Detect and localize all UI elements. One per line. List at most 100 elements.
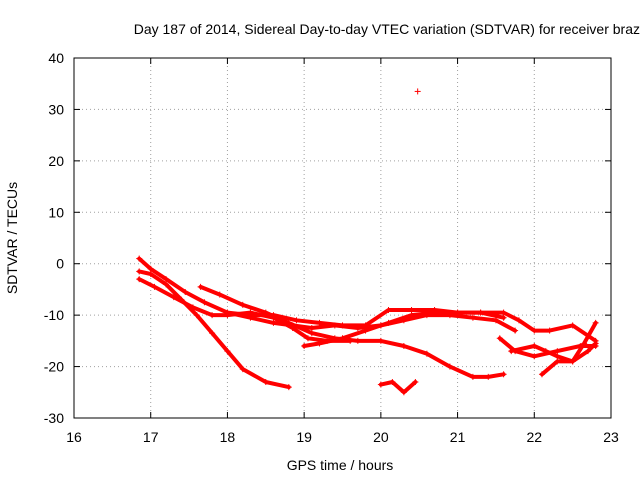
data-point [554, 358, 561, 365]
data-point [385, 307, 392, 313]
data-point [163, 281, 170, 288]
data-point [316, 319, 323, 326]
data-point [542, 348, 549, 355]
x-tick-label: 17 [143, 429, 159, 445]
data-point [247, 312, 254, 319]
x-tick-label: 19 [296, 429, 312, 445]
data-point [400, 343, 407, 349]
series-outlier [414, 88, 421, 95]
data-point [423, 350, 430, 357]
x-tick-label: 18 [220, 429, 236, 445]
data-point [224, 348, 231, 355]
data-point [301, 343, 308, 349]
data-point [531, 343, 538, 349]
y-tick-label: -20 [44, 359, 64, 375]
data-point [408, 307, 415, 313]
axes: 16 17 18 19 20 21 22 23 -30 -20 -10 0 10 20 30 40 [44, 50, 619, 445]
data-point [469, 314, 476, 321]
data-point [201, 299, 208, 306]
x-tick-label: 21 [450, 429, 466, 445]
data-series [136, 88, 599, 396]
series-line [378, 380, 418, 395]
data-point [500, 309, 507, 316]
y-tick-label: 0 [56, 256, 64, 272]
data-point [500, 314, 507, 321]
data-point [446, 363, 453, 370]
data-point [538, 371, 545, 378]
series-track-9 [508, 340, 599, 365]
y-tick-label: -30 [44, 410, 64, 426]
data-point [531, 327, 538, 334]
data-point [554, 348, 561, 355]
data-point [454, 309, 461, 316]
data-point [354, 337, 361, 344]
data-point [293, 317, 300, 324]
data-point [239, 366, 246, 373]
data-point [592, 340, 599, 347]
data-point [262, 379, 269, 385]
series-track-4 [197, 283, 507, 380]
series-line [137, 256, 518, 333]
data-point [431, 309, 438, 316]
data-point [285, 384, 292, 391]
series-track-2 [136, 268, 292, 391]
y-axis-label: SDTVAR / TECUs [4, 182, 20, 294]
data-point [496, 335, 503, 342]
data-point [512, 327, 519, 334]
data-point [147, 265, 154, 272]
data-point [581, 340, 588, 347]
data-point [412, 379, 419, 385]
y-tick-label: 30 [48, 101, 64, 117]
data-point [197, 283, 204, 290]
data-point [193, 312, 200, 319]
data-point [136, 255, 143, 262]
data-point [285, 319, 292, 326]
data-point [569, 322, 576, 329]
data-point [515, 317, 522, 324]
data-point [492, 317, 499, 324]
x-axis-label: GPS time / hours [287, 457, 394, 473]
series-line [198, 284, 506, 379]
data-point [385, 319, 392, 326]
series-track-7 [377, 379, 419, 396]
data-point [400, 389, 407, 396]
data-point [477, 309, 484, 316]
data-point [224, 309, 231, 316]
data-point [592, 319, 599, 326]
data-point [163, 276, 170, 283]
y-tick-label: 10 [48, 204, 64, 220]
data-point [170, 294, 177, 301]
data-point [569, 358, 576, 365]
data-point [304, 335, 311, 342]
plot-frame [73, 57, 612, 419]
series-track-10 [538, 319, 599, 378]
series-track-6 [301, 309, 599, 349]
grid-lines [74, 58, 611, 418]
data-point [339, 335, 346, 342]
data-point [469, 373, 476, 380]
data-point [339, 322, 346, 329]
data-point [270, 312, 277, 319]
data-point [182, 289, 189, 295]
data-point [408, 312, 415, 319]
data-point [136, 268, 143, 275]
data-point [270, 319, 277, 326]
data-point [239, 301, 246, 308]
data-point [151, 283, 158, 290]
data-point [377, 337, 384, 344]
data-point [546, 327, 553, 334]
data-point [362, 327, 369, 334]
data-point [500, 371, 507, 378]
data-point [531, 353, 538, 360]
data-point [316, 340, 323, 347]
data-point [308, 330, 315, 337]
y-tick-label: 40 [48, 50, 64, 66]
data-point [389, 379, 396, 385]
chart-title: Day 187 of 2014, Sidereal Day-to-day VTE… [134, 21, 640, 37]
x-tick-label: 16 [66, 429, 82, 445]
x-tick-label: 20 [373, 429, 389, 445]
series-line [137, 269, 291, 390]
data-point [189, 304, 196, 311]
data-point [485, 373, 492, 380]
